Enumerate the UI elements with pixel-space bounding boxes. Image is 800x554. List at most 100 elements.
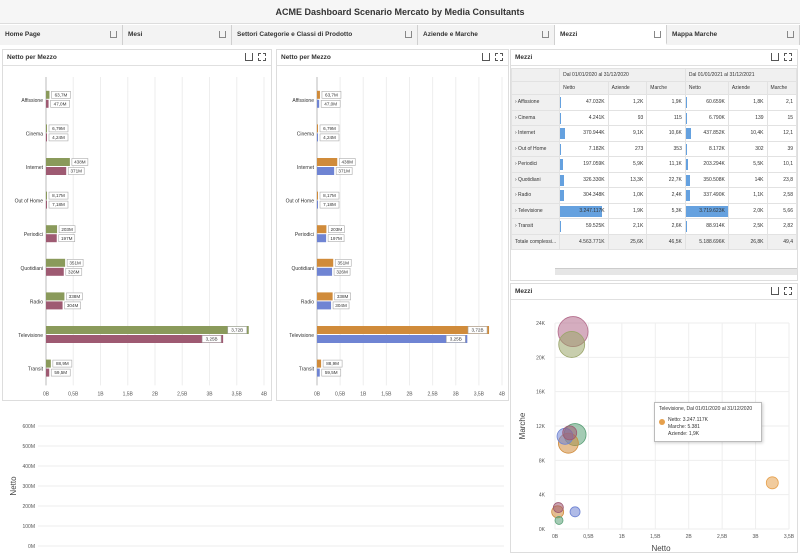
col-header-netto[interactable]: Netto [684,81,729,95]
export-icon[interactable] [542,31,549,38]
y-tick-label: 4K [539,493,546,499]
scatter-chart: 0B 0,5B 1B 1,5B 2B 2,5B 3B 3,5B 0K 4K 8K 12K 16K 20K 2… [518,316,795,553]
data-label: 63,7M [325,92,338,97]
cell-data-bar [685,174,690,186]
bar [46,234,57,243]
table-row[interactable]: › Radio 304.348K 1,0K 2,4K 337.490K 1,1K 2,58 [511,187,797,204]
bar [317,167,335,175]
panel-header: Mezzi [511,284,797,300]
row-header[interactable]: › Quotidiani [511,171,561,188]
data-label: 59,5M [325,370,338,375]
table-cell: 115 [646,109,686,126]
row-header[interactable]: › Transit [511,218,561,235]
x-tick-label: 1,5B [381,391,392,397]
x-axis-title: Netto [651,544,671,553]
row-header[interactable]: › Periodici [511,156,561,173]
total-row[interactable]: Totale complessi... 4.563.771K 25,6K 46,5K 5… [511,233,797,250]
table-cell: 8.172K [684,140,729,157]
category-label: Out of Home [286,199,315,205]
row-header[interactable]: › Radio [511,187,561,204]
data-label-box [64,301,81,310]
tab-label: Settori Categorie e Classi di Prodotto [237,31,353,38]
x-tick-label: 3,5B [784,534,795,540]
col-header-marche[interactable]: Marche [766,81,797,95]
table-row[interactable]: › Affissione 47.032K 1,2K 1,9K 60.659K 1,8K 2,… [511,94,797,111]
cell-data-bar [560,190,565,201]
table-cell: 370.944K [559,125,609,142]
data-label: 351M [337,260,349,265]
data-label-box [50,99,70,108]
export-icon[interactable] [245,53,253,61]
bar [46,335,224,343]
table-row[interactable]: › Quotidiani 326.330K 13,3K 22,7K 350.508K 14… [511,171,797,188]
export-icon[interactable] [771,287,779,295]
panel-title: Mezzi [515,288,533,295]
bar-chart-panel-1: Netto per Mezzo 0B 0,5B 1B 1,5B 2B 2,5B 3B 3,5B… [2,49,272,401]
corner-cell [511,81,561,95]
tooltip-marche: Marche: 5.381 [668,424,700,430]
corner-cell [511,68,561,82]
bar [317,359,322,368]
row-header[interactable]: › Out of Home [511,140,561,157]
cell-value: 3.719.623K [699,207,725,214]
tab-aziende-marche[interactable]: Aziende e Marche [418,25,555,45]
col-header-netto[interactable]: Netto [559,81,609,95]
tab-mappa-marche[interactable]: Mappa Marche [667,25,800,45]
data-label-box [446,335,466,343]
row-header[interactable]: Totale complessi... [511,233,561,250]
fullscreen-icon[interactable] [495,53,503,61]
bubble [554,516,564,525]
table-cell: 60.659K [684,94,729,111]
export-icon[interactable] [405,31,412,38]
horizontal-scrollbar[interactable] [555,268,797,275]
data-label: 3,72B [472,328,484,333]
tab-mesi[interactable]: Mesi [123,25,232,45]
fullscreen-icon[interactable] [258,53,266,61]
table-cell: 2,82 [766,218,797,235]
table-row[interactable]: › Cinema 4.241K 93 115 6.790K 139 15 [511,109,797,126]
tooltip-title: Televisione, Dal 01/01/2020 al 31/12/202… [659,406,753,412]
x-tick-label: 4B [499,391,506,397]
tab-home-page[interactable]: Home Page [0,25,123,45]
fullscreen-icon[interactable] [784,53,792,61]
table-cell: 26,8K [727,233,768,250]
table-row[interactable]: › Transit 59.525K 2,1K 2,6K 88.914K 2,5K 2,82 [511,218,797,235]
data-label-box [51,90,71,99]
table-row[interactable]: › Out of Home 7.182K 273 353 8.172K 302 39 [511,140,797,157]
x-tick-label: 0,5B [68,391,79,397]
data-label-box [319,133,340,142]
table-row[interactable]: › Internet 370.944K 9,1K 10,6K 437.852K 10,4K… [511,125,797,142]
x-tick-label: 3B [753,534,760,540]
cell-data-bar [685,143,687,155]
bar [46,167,67,175]
row-header[interactable]: › Internet [511,125,561,142]
panel-title: Netto per Mezzo [281,54,331,61]
table-cell: 47.032K [559,94,609,111]
export-icon[interactable] [654,31,661,38]
tab-settori[interactable]: Settori Categorie e Classi di Prodotto [232,25,418,45]
tab-mezzi[interactable]: Mezzi [555,25,667,45]
bar [46,158,70,166]
row-header[interactable]: › Cinema [511,109,561,126]
x-tick-label: 3B [453,391,460,397]
col-header-marche[interactable]: Marche [646,81,686,95]
x-tick-label: 1B [97,391,104,397]
row-header[interactable]: › Televisione [511,202,561,219]
table-cell: 46,5K [646,233,686,250]
col-header-aziende[interactable]: Aziende [607,81,648,95]
table-row[interactable]: › Periodici 197.059K 5,9K 11,1K 203.294K 5,5K… [511,156,797,173]
row-header[interactable]: › Affissione [511,94,561,111]
export-icon[interactable] [771,53,779,61]
table-cell: 9,1K [607,125,648,142]
data-label-box [335,167,353,175]
table-row[interactable]: › Televisione 3.247.117K 1,9K 5,3K 3.719.623… [511,202,797,219]
fullscreen-icon[interactable] [784,287,792,295]
export-icon[interactable] [787,31,794,38]
export-icon[interactable] [482,53,490,61]
col-header-aziende[interactable]: Aziende [727,81,768,95]
export-icon[interactable] [110,31,117,38]
category-label: Quotidiani [291,266,314,272]
export-icon[interactable] [219,31,226,38]
table-cell: 139 [727,109,768,126]
table-cell: 302 [727,140,768,157]
